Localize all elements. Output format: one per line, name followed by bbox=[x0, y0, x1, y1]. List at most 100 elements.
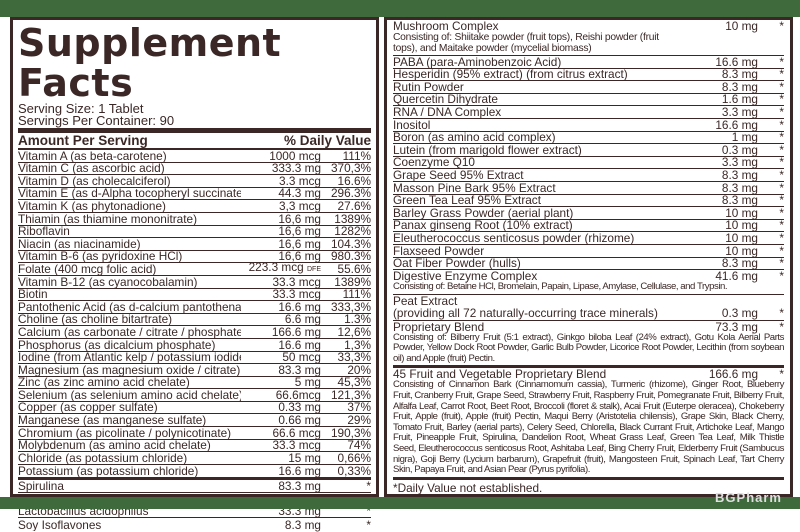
ingredient-detail: Consisting of: Bilberry Fruit (5:1 extra… bbox=[393, 331, 784, 364]
table-row: Vitamin A (as beta-carotene) 1000 mcg 111% bbox=[18, 150, 371, 163]
amount-value: 16,6 mg bbox=[278, 211, 321, 226]
ingredient-amount: 16.6 mg bbox=[688, 54, 758, 69]
ingredient-detail: Consisting of: Shiitake powder (fruit to… bbox=[393, 32, 659, 54]
table-row: PABA (para-Aminobenzoic Acid) 16.6 mg * bbox=[393, 56, 784, 69]
ingredient-name: Iodine (from Atlantic kelp / potassium i… bbox=[18, 352, 241, 364]
ingredient-name: Vitamin D (as cholecalciferol) bbox=[18, 175, 171, 187]
ingredient-amount: 8.3 mg bbox=[688, 257, 758, 269]
table-row: Riboflavin 16,6 mg 1282% bbox=[18, 224, 371, 239]
amount-value: 8.3 mg bbox=[721, 193, 758, 208]
table-row: Green Tea Leaf 95% Extract 8.3 mg * bbox=[393, 193, 784, 208]
ingredient-dv: 55.6% bbox=[337, 261, 371, 276]
ingredient-name: Vitamin K (as phytonadione) bbox=[18, 200, 166, 212]
ingredient-name: Proprietary Blend bbox=[393, 319, 485, 334]
daily-value-header: % Daily Value bbox=[283, 133, 371, 148]
ingredient-dv: 12,6% bbox=[337, 324, 371, 339]
ingredient-dv: 104.3% bbox=[330, 236, 371, 251]
ingredient-dv: * bbox=[779, 92, 784, 107]
amount-value: 16.6 mg bbox=[715, 117, 758, 132]
ingredient-name: Rutin Powder bbox=[393, 81, 464, 93]
amount-value: 83.3 mg bbox=[278, 479, 321, 494]
amount-value: 5 mg bbox=[294, 375, 321, 390]
ingredient-dv: 1389% bbox=[334, 211, 371, 226]
fruit-vegetable-blend-block: 45 Fruit and Vegetable Proprietary Blend… bbox=[393, 367, 784, 480]
ingredient-amount: 33.3 mcg bbox=[241, 276, 321, 288]
ingredient-dv: 74% bbox=[347, 438, 371, 453]
amount-value: 0.33 mg bbox=[278, 400, 321, 415]
ingredient-amount: 0.33 mg bbox=[241, 400, 321, 415]
ingredient-dv: 20% bbox=[347, 362, 371, 377]
ingredient-name: Folate (400 mcg folic acid) bbox=[18, 263, 157, 275]
table-header: Amount Per Serving % Daily Value bbox=[18, 133, 371, 150]
table-row: Biotin 33.3 mcg 111% bbox=[18, 287, 371, 302]
ingredient-name: Boron (as amino acid complex) bbox=[393, 132, 556, 144]
ingredient-amount: 0.3 mg bbox=[721, 305, 758, 320]
ingredient-amount: 33.3 mcg bbox=[241, 288, 321, 300]
amount-value: 8.3 mg bbox=[721, 180, 758, 195]
table-row: RNA / DNA Complex 3.3 mg * bbox=[393, 106, 784, 119]
ingredient-name: Quercetin Dihydrate bbox=[393, 94, 498, 106]
ingredient-dv: 190,3% bbox=[330, 425, 371, 440]
table-row: Vitamin B-6 (as pyridoxine HCl) 16,6 mg 98… bbox=[18, 250, 371, 264]
ingredient-dv: 111% bbox=[342, 287, 371, 302]
ingredient-amount: 16,6 mg bbox=[241, 238, 321, 250]
ingredient-dv: * bbox=[779, 155, 784, 170]
ingredient-name: Vitamin B-12 (as cyanocobalamin) bbox=[18, 276, 198, 288]
mushroom-complex-block: Mushroom Complex 10 mg * Consisting of: Sh… bbox=[393, 20, 784, 56]
amount-value: 223.3 mcg bbox=[248, 259, 304, 274]
ingredient-amount: 73.3 mg bbox=[715, 319, 758, 334]
amount-value: 3.3 mcg bbox=[279, 173, 321, 188]
ingredient-amount: 16.6 mg bbox=[241, 301, 321, 313]
table-row: Copper (as copper sulfate) 0.33 mg 37% bbox=[18, 402, 371, 415]
amount-value: 50 mcg bbox=[282, 350, 321, 365]
ingredient-name: Phosphorus (as dicalcium phosphate) bbox=[18, 339, 216, 351]
ingredient-amount: 6.6 mg bbox=[241, 313, 321, 325]
table-row: Vitamin E (as d-Alpha tocopheryl succina… bbox=[18, 186, 371, 201]
amount-value: 10 mg bbox=[725, 205, 758, 220]
ingredient-amount: 3.3 mg bbox=[688, 106, 758, 118]
table-row: Quercetin Dihydrate 1.6 mg * bbox=[393, 92, 784, 107]
ingredient-name: Eleutherococcus senticosus powder (rhizo… bbox=[393, 232, 635, 244]
bottom-green-band bbox=[0, 497, 800, 509]
ingredient-amount: 41.6 mg bbox=[715, 269, 758, 284]
amount-value: 3,3 mcg bbox=[279, 198, 321, 213]
ingredient-amount: 8.3 mg bbox=[688, 180, 758, 195]
ingredient-dv: 1.3% bbox=[344, 312, 371, 327]
ingredient-name: RNA / DNA Complex bbox=[393, 106, 502, 118]
amount-value: 15 mg bbox=[288, 450, 321, 465]
supplement-facts-left-panel: Supplement Facts Serving Size: 1 Tablet … bbox=[10, 17, 379, 531]
ingredient-name: Grape Seed 95% Extract bbox=[393, 169, 524, 181]
ingredient-name: Niacin (as niacinamide) bbox=[18, 238, 141, 250]
amount-value: 10 mg bbox=[725, 230, 758, 245]
amount-value: 16.6 mg bbox=[278, 337, 321, 352]
ingredient-dv: * bbox=[779, 117, 784, 132]
ingredient-amount: 3,3 mcg bbox=[241, 198, 321, 213]
table-row: Magnesium (as magnesium oxide / citrate)… bbox=[18, 364, 371, 377]
table-row: Selenium (as selenium amino acid chelate… bbox=[18, 389, 371, 402]
table-row: Chloride (as potassium chloride) 15 mg 0,6… bbox=[18, 452, 371, 465]
ingredient-dv: 1,3% bbox=[344, 337, 371, 352]
ingredient-dv: 121,3% bbox=[330, 387, 371, 402]
table-row: Vitamin D (as cholecalciferol) 3.3 mcg 16.… bbox=[18, 175, 371, 188]
ingredient-dv: * bbox=[779, 367, 784, 382]
watermark: BGPharm bbox=[715, 490, 782, 505]
ingredient-amount: 3.3 mg bbox=[688, 156, 758, 168]
ingredient-amount: 223.3 mcg DFE bbox=[241, 259, 321, 275]
ingredient-dv: * bbox=[779, 256, 784, 271]
divider bbox=[18, 128, 371, 133]
amount-value: 16.6 mg bbox=[715, 54, 758, 69]
table-row: Potassium (as potassium chloride) 16.6 mg… bbox=[18, 465, 371, 478]
ingredient-dv: 1282% bbox=[334, 224, 371, 239]
ingredient-dv: 0,33% bbox=[337, 464, 371, 479]
ingredient-amount: 8.3 mg bbox=[241, 519, 321, 531]
table-row: Grape Seed 95% Extract 8.3 mg * bbox=[393, 169, 784, 182]
ingredient-name: Oat Fiber Powder (hulls) bbox=[393, 258, 521, 270]
ingredient-name: Vitamin B-6 (as pyridoxine HCl) bbox=[18, 251, 183, 263]
ingredient-dv: 296.3% bbox=[330, 186, 371, 201]
ingredient-amount: 166.6 mg bbox=[241, 326, 321, 338]
ingredient-amount: 44.3 mg bbox=[241, 187, 321, 199]
ingredient-dv: * bbox=[366, 517, 371, 532]
ingredient-amount: 16,6 mg bbox=[241, 225, 321, 237]
ingredient-name: Molybdenum (as amino acid chelate) bbox=[18, 440, 211, 452]
table-row: Barley Grass Powder (aerial plant) 10 mg * bbox=[393, 207, 784, 220]
